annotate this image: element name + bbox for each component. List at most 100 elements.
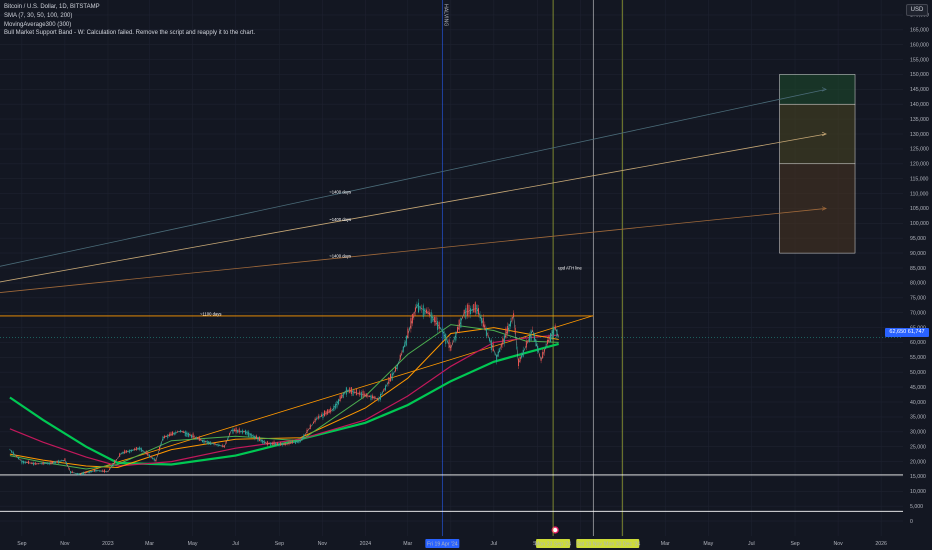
candle-body: [145, 451, 147, 455]
candle-body: [408, 329, 410, 331]
candle-body: [451, 343, 453, 345]
candle-body: [148, 454, 150, 458]
candle-body: [424, 308, 426, 315]
candle-body: [518, 358, 520, 366]
level-line-label: ~1100 days: [200, 311, 221, 316]
candle-body: [119, 453, 121, 457]
candle-body: [381, 392, 383, 395]
legend-symbol-title[interactable]: Bitcoin / U.S. Dollar, 1D, BITSTAMP: [4, 4, 100, 10]
candle-body: [378, 397, 380, 401]
x-tick-label: Mar: [145, 541, 154, 547]
projection-arrowhead: [821, 206, 827, 211]
candle-body: [286, 443, 288, 445]
candle-body: [117, 457, 119, 459]
target-zone: [779, 74, 856, 105]
candle-body: [433, 316, 435, 323]
x-tick-label: 2026: [875, 541, 887, 547]
candle-body: [404, 342, 406, 348]
candle-body: [359, 391, 361, 396]
ma-line-sma200: [9, 334, 559, 467]
current-price-tag: 62,650 61,747: [885, 328, 929, 337]
candle-body: [437, 321, 439, 330]
candle-body: [490, 340, 492, 350]
candle-body: [319, 416, 321, 418]
y-tick-label: 20,000: [910, 459, 926, 465]
candle-body: [45, 463, 47, 464]
candle-body: [245, 430, 247, 435]
candle-body: [97, 470, 99, 472]
candle-body: [413, 312, 415, 317]
candle-body: [341, 394, 343, 399]
candle-body: [278, 443, 280, 446]
candle-body: [87, 471, 89, 473]
highlighted-date-badge: [605, 539, 640, 548]
currency-badge[interactable]: USD: [906, 4, 928, 16]
candle-body: [525, 341, 527, 348]
x-tick-label: Sep: [17, 541, 26, 547]
ma-line-sma100: [9, 327, 559, 469]
candle-body: [395, 367, 397, 372]
y-tick-label: 60,000: [910, 340, 926, 346]
candle-body: [527, 340, 529, 343]
candle-body: [306, 429, 308, 434]
candle-body: [273, 441, 275, 446]
legend-bull-band-indicator[interactable]: Bull Market Support Band - W: Calculatio…: [4, 30, 256, 37]
candle-body: [105, 471, 107, 472]
candle-body: [322, 413, 324, 419]
candle-body: [537, 346, 539, 353]
candle-body: [153, 458, 155, 461]
candle-body: [9, 449, 11, 451]
projection-label: ~1400 days: [329, 217, 351, 222]
candle-body: [503, 335, 505, 344]
candle-body: [367, 395, 369, 397]
candle-body: [89, 470, 91, 474]
y-tick-label: 75,000: [910, 296, 926, 302]
candle-body: [487, 334, 489, 336]
candle-body: [187, 432, 189, 437]
candle-body: [50, 461, 52, 465]
candle-body: [59, 460, 61, 462]
trend-projection-line: [0, 208, 827, 293]
x-tick-label: Jul: [491, 541, 498, 547]
candle-body: [553, 327, 555, 336]
y-tick-label: 135,000: [910, 117, 929, 123]
candle-body: [481, 317, 483, 324]
candle-body: [532, 330, 534, 331]
candle-body: [263, 440, 265, 445]
candle-body: [477, 308, 479, 315]
candle-body: [360, 392, 362, 398]
candle-body: [235, 427, 237, 433]
candle-body: [195, 437, 197, 440]
legend-ma300-indicator[interactable]: MovingAverage300 (300): [4, 21, 72, 28]
candle-body: [407, 328, 409, 339]
legend-sma-indicator[interactable]: SMA (7, 30, 50, 100, 200): [4, 12, 73, 19]
trend-projection-line: [0, 88, 827, 267]
x-tick-label: Mar: [403, 541, 412, 547]
x-tick-label: 2024: [360, 541, 372, 547]
candle-body: [545, 346, 547, 348]
candle-body: [290, 442, 292, 444]
candle-body: [34, 462, 36, 465]
candle-body: [391, 372, 393, 381]
candle-body: [64, 458, 66, 462]
candle-body: [160, 442, 162, 445]
candle-body: [458, 319, 460, 330]
candle-body: [209, 441, 211, 445]
candle-body: [251, 434, 253, 437]
candle-body: [152, 457, 154, 460]
candle-body: [130, 449, 132, 452]
chart-legend: Bitcoin / U.S. Dollar, 1D, BITSTAMP SMA …: [4, 3, 255, 38]
candle-body: [112, 463, 114, 467]
candle-body: [71, 471, 73, 474]
candle-body: [139, 447, 141, 451]
y-tick-label: 145,000: [910, 87, 929, 93]
y-tick-label: 120,000: [910, 162, 929, 168]
candle-body: [114, 460, 116, 464]
candle-body: [383, 389, 385, 391]
candle-body: [100, 470, 102, 472]
candle-body: [183, 431, 185, 433]
candle-body: [249, 433, 251, 436]
candle-body: [180, 430, 182, 433]
